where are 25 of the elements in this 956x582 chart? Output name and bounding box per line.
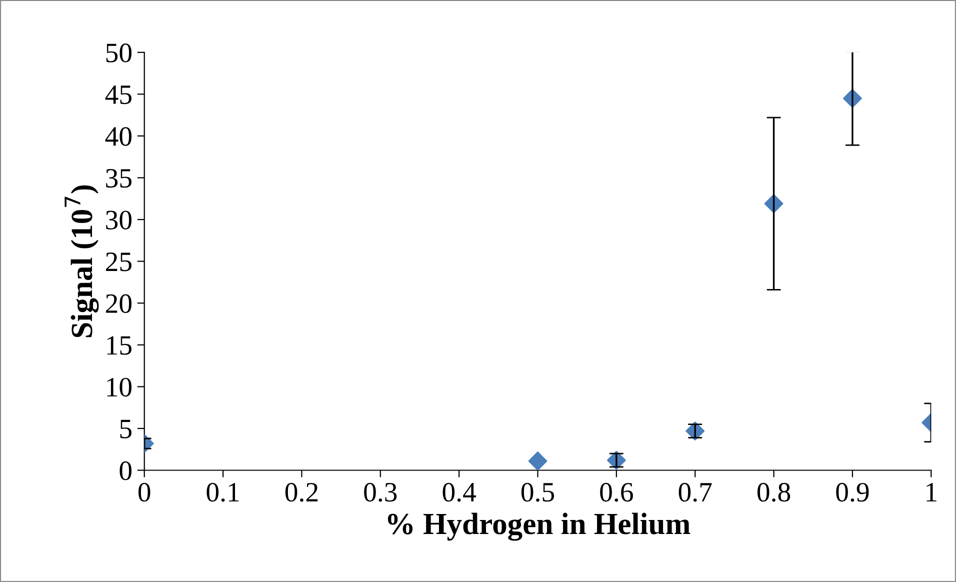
y-tick-label: 45 <box>105 86 132 104</box>
y-tick-label: 50 <box>106 44 132 62</box>
x-tick-label: 1 <box>926 483 936 502</box>
y-tick-label: 35 <box>106 168 132 188</box>
x-tick-label: 0.4 <box>442 482 476 502</box>
x-tick-label: 0.1 <box>206 482 239 502</box>
y-tick-label: 30 <box>106 210 132 230</box>
x-tick-label: 0 <box>138 482 150 502</box>
y-tick-label: 5 <box>120 420 132 438</box>
x-axis-title: % Hydrogen in Helium <box>388 512 690 541</box>
point <box>528 452 548 470</box>
y-tick-label: 0 <box>120 461 132 480</box>
x-tick-label: 0.5 <box>521 482 554 502</box>
x-tick-label: 0.9 <box>836 482 869 502</box>
y-tick-label: 15 <box>107 336 132 355</box>
x-tick-label: 0.7 <box>678 482 712 502</box>
x-tick-label: 0.6 <box>600 482 633 502</box>
x-tick-label: 0.3 <box>364 482 397 502</box>
x-tick-label: 0.2 <box>285 482 318 502</box>
y-tick-label: 40 <box>105 127 132 146</box>
y-tick-label: 10 <box>107 378 132 397</box>
x-tick-label: 0.8 <box>757 482 790 502</box>
y-tick-label: 20 <box>106 294 132 314</box>
y-axis-title: Signal (10$^{7}$) <box>64 185 99 338</box>
y-tick-label: 25 <box>106 252 132 272</box>
